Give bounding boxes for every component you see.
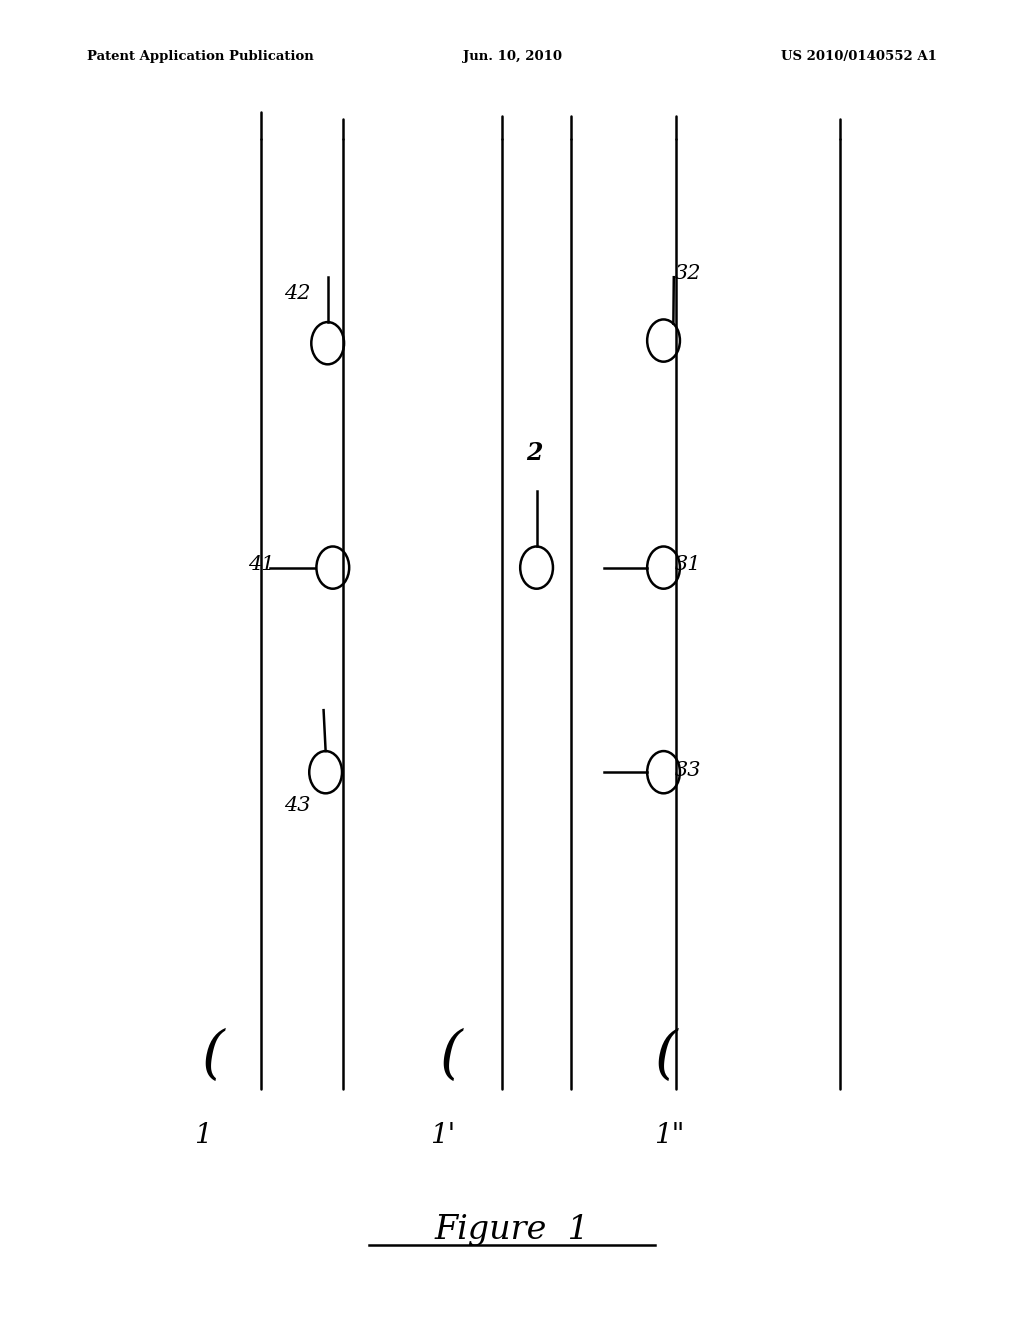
Text: 31: 31 — [675, 556, 701, 574]
Text: US 2010/0140552 A1: US 2010/0140552 A1 — [781, 50, 937, 63]
Text: (: ( — [439, 1028, 462, 1084]
Text: 42: 42 — [284, 284, 310, 302]
Text: Jun. 10, 2010: Jun. 10, 2010 — [463, 50, 561, 63]
Text: 41: 41 — [248, 556, 274, 574]
Text: 43: 43 — [284, 796, 310, 814]
Text: 2: 2 — [526, 441, 543, 465]
Text: 1": 1" — [654, 1122, 685, 1148]
Text: 1': 1' — [430, 1122, 455, 1148]
Text: 33: 33 — [675, 762, 701, 780]
Text: 32: 32 — [675, 264, 701, 282]
Text: (: ( — [654, 1028, 677, 1084]
Text: Figure  1: Figure 1 — [434, 1214, 590, 1246]
Text: Patent Application Publication: Patent Application Publication — [87, 50, 313, 63]
Text: 1: 1 — [194, 1122, 212, 1148]
Text: (: ( — [202, 1028, 224, 1084]
